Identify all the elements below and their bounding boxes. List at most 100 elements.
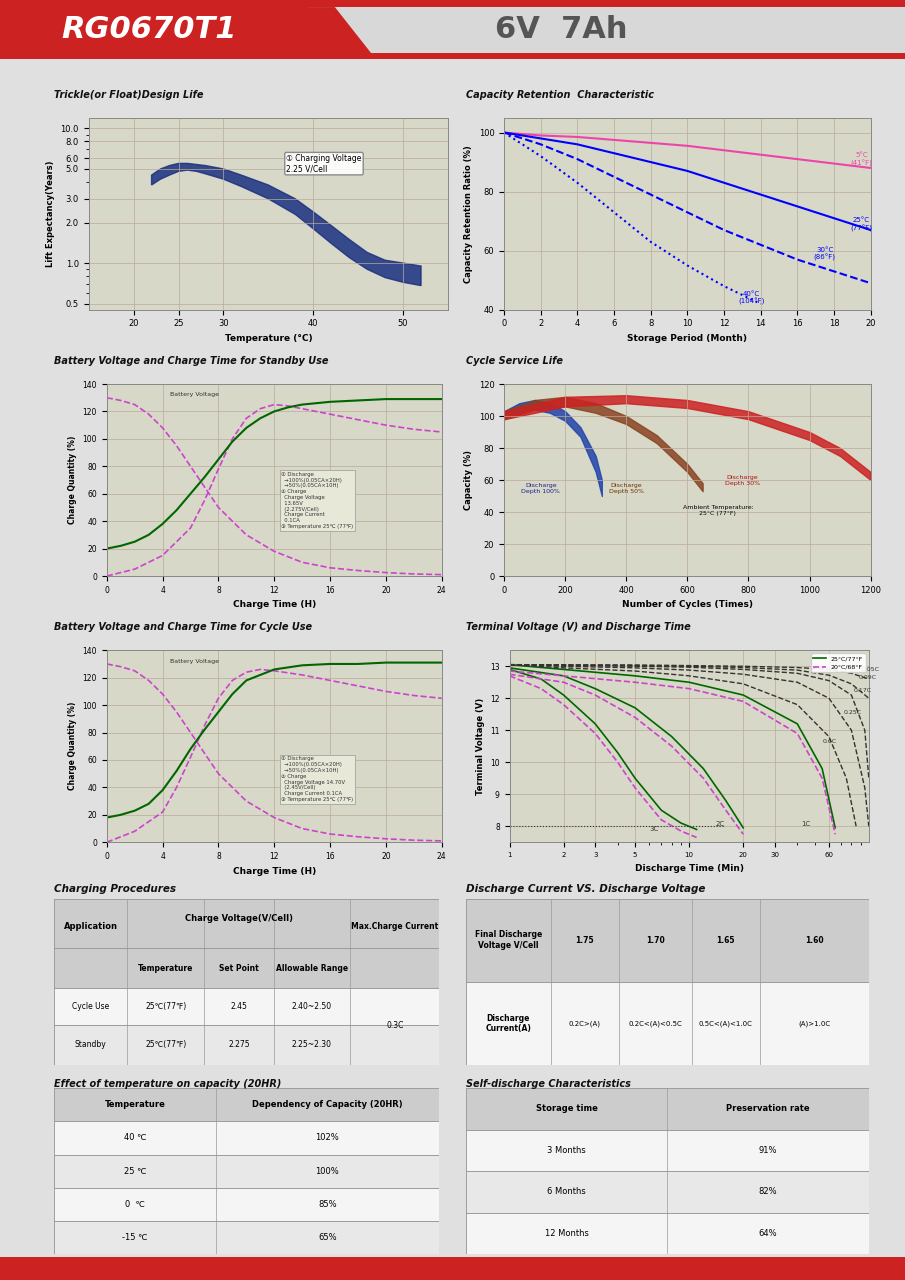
Text: Discharge
Depth 50%: Discharge Depth 50% <box>609 483 643 494</box>
Text: 0.17C: 0.17C <box>853 687 872 692</box>
Text: Battery Voltage: Battery Voltage <box>169 659 219 663</box>
Text: Effect of temperature on capacity (20HR): Effect of temperature on capacity (20HR) <box>54 1079 281 1089</box>
X-axis label: Discharge Time (Min): Discharge Time (Min) <box>634 864 744 873</box>
Text: Allowable Range: Allowable Range <box>276 964 348 973</box>
Text: 2C: 2C <box>716 822 725 827</box>
Text: 1.75: 1.75 <box>576 936 595 945</box>
Text: Cycle Use: Cycle Use <box>72 1002 110 1011</box>
Text: 1.70: 1.70 <box>646 936 665 945</box>
Text: 6V  7Ah: 6V 7Ah <box>495 15 627 44</box>
Text: 12 Months: 12 Months <box>545 1229 588 1238</box>
Bar <box>0 52 905 59</box>
Text: 82%: 82% <box>758 1188 777 1197</box>
Text: 1.60: 1.60 <box>805 936 824 945</box>
Text: 2.45: 2.45 <box>231 1002 247 1011</box>
Polygon shape <box>151 164 421 285</box>
Text: 2.40~2.50: 2.40~2.50 <box>292 1002 332 1011</box>
Bar <box>54 1121 439 1155</box>
Text: Battery Voltage: Battery Voltage <box>169 393 219 397</box>
Text: Final Discharge
Voltage V/Cell: Final Discharge Voltage V/Cell <box>475 931 542 950</box>
Text: Preservation rate: Preservation rate <box>727 1105 810 1114</box>
Text: 2.275: 2.275 <box>228 1041 250 1050</box>
Text: 0.3C: 0.3C <box>386 1021 404 1030</box>
Text: 0.2C>(A): 0.2C>(A) <box>569 1020 601 1027</box>
Text: 25℃(77℉): 25℃(77℉) <box>145 1002 186 1011</box>
Text: Ambient Temperature:
25°C (77°F): Ambient Temperature: 25°C (77°F) <box>682 506 753 516</box>
Text: 40 ℃: 40 ℃ <box>124 1133 147 1143</box>
Text: 65%: 65% <box>318 1233 337 1243</box>
Y-axis label: Capacity (%): Capacity (%) <box>464 451 473 509</box>
Y-axis label: Charge Quantity (%): Charge Quantity (%) <box>68 701 77 791</box>
Polygon shape <box>244 8 371 52</box>
Text: 100%: 100% <box>316 1166 339 1176</box>
Text: Cycle Service Life: Cycle Service Life <box>466 356 563 366</box>
X-axis label: Charge Time (H): Charge Time (H) <box>233 867 316 876</box>
X-axis label: Charge Time (H): Charge Time (H) <box>233 600 316 609</box>
Text: 102%: 102% <box>316 1133 339 1143</box>
Text: 25 ℃: 25 ℃ <box>124 1166 147 1176</box>
Text: Charging Procedures: Charging Procedures <box>54 884 176 895</box>
Bar <box>0 0 905 8</box>
Text: 2.25~2.30: 2.25~2.30 <box>292 1041 332 1050</box>
Text: Max.Charge Current: Max.Charge Current <box>351 923 438 932</box>
X-axis label: Number of Cycles (Times): Number of Cycles (Times) <box>622 600 753 609</box>
Text: Self-discharge Characteristics: Self-discharge Characteristics <box>466 1079 631 1089</box>
Text: -15 ℃: -15 ℃ <box>122 1233 148 1243</box>
Bar <box>54 1088 439 1121</box>
Text: Battery Voltage and Charge Time for Cycle Use: Battery Voltage and Charge Time for Cycl… <box>54 622 312 632</box>
Text: 0.5C<(A)<1.0C: 0.5C<(A)<1.0C <box>699 1020 753 1027</box>
Text: Temperature: Temperature <box>105 1100 166 1110</box>
Text: Discharge
Depth 100%: Discharge Depth 100% <box>521 483 560 494</box>
Bar <box>466 1213 869 1254</box>
Text: 0.05C: 0.05C <box>862 667 880 672</box>
Text: 25℃(77℉): 25℃(77℉) <box>145 1041 186 1050</box>
Text: Trickle(or Float)Design Life: Trickle(or Float)Design Life <box>54 90 204 100</box>
Text: Dependency of Capacity (20HR): Dependency of Capacity (20HR) <box>252 1100 403 1110</box>
Text: ① Discharge
  →100%(0.05CA×20H)
  →50%(0.05CA×10H)
② Charge
  Charge Voltage
  1: ① Discharge →100%(0.05CA×20H) →50%(0.05C… <box>281 472 353 529</box>
X-axis label: Temperature (°C): Temperature (°C) <box>224 334 312 343</box>
Text: 85%: 85% <box>318 1199 337 1210</box>
Text: 6 Months: 6 Months <box>548 1188 586 1197</box>
Bar <box>54 1188 439 1221</box>
Bar <box>466 1171 869 1213</box>
Y-axis label: Capacity Retention Ratio (%): Capacity Retention Ratio (%) <box>464 145 473 283</box>
Bar <box>54 899 439 948</box>
Legend: 25°C/77°F, 20°C/68°F: 25°C/77°F, 20°C/68°F <box>811 653 866 672</box>
Bar <box>54 1155 439 1188</box>
Text: 25°C
(77°F): 25°C (77°F) <box>851 218 872 232</box>
Y-axis label: Lift Expectancy(Years): Lift Expectancy(Years) <box>46 160 55 268</box>
Text: Charge Voltage(V/Cell): Charge Voltage(V/Cell) <box>185 914 293 923</box>
Bar <box>0 0 308 59</box>
Text: Discharge Current VS. Discharge Voltage: Discharge Current VS. Discharge Voltage <box>466 884 706 895</box>
Text: 0  ℃: 0 ℃ <box>125 1199 145 1210</box>
Text: 1C: 1C <box>801 822 810 827</box>
Text: 0.09C: 0.09C <box>859 675 877 680</box>
Text: Capacity Retention  Characteristic: Capacity Retention Characteristic <box>466 90 654 100</box>
Text: Storage time: Storage time <box>536 1105 597 1114</box>
Text: 1.65: 1.65 <box>717 936 735 945</box>
Text: 0.25C: 0.25C <box>843 710 862 716</box>
Text: RG0670T1: RG0670T1 <box>62 15 237 44</box>
Text: 3C: 3C <box>649 826 659 832</box>
Y-axis label: Terminal Voltage (V): Terminal Voltage (V) <box>476 698 484 795</box>
Text: Application: Application <box>64 923 118 932</box>
Text: ① Charging Voltage
2.25 V/Cell: ① Charging Voltage 2.25 V/Cell <box>286 154 362 173</box>
Text: Standby: Standby <box>75 1041 107 1050</box>
Bar <box>54 1221 439 1254</box>
Bar <box>466 982 869 1065</box>
Text: Set Point: Set Point <box>219 964 259 973</box>
Text: ① Discharge
  →100%(0.05CA×20H)
  →50%(0.05CA×10H)
② Charge
  Charge Voltage 14.: ① Discharge →100%(0.05CA×20H) →50%(0.05C… <box>281 756 353 803</box>
Bar <box>466 1088 869 1129</box>
Text: 0.6C: 0.6C <box>822 739 836 744</box>
Bar <box>466 1130 869 1171</box>
Text: 0.2C<(A)<0.5C: 0.2C<(A)<0.5C <box>628 1020 682 1027</box>
Bar <box>54 1025 439 1065</box>
Y-axis label: Charge Quantity (%): Charge Quantity (%) <box>68 435 77 525</box>
X-axis label: Storage Period (Month): Storage Period (Month) <box>627 334 748 343</box>
Text: 3 Months: 3 Months <box>548 1146 586 1155</box>
Text: 64%: 64% <box>758 1229 777 1238</box>
Text: 30°C
(86°F): 30°C (86°F) <box>814 247 836 261</box>
Text: Temperature: Temperature <box>138 964 194 973</box>
Text: Discharge
Current(A): Discharge Current(A) <box>485 1014 531 1033</box>
Text: (A)>1.0C: (A)>1.0C <box>798 1020 831 1027</box>
